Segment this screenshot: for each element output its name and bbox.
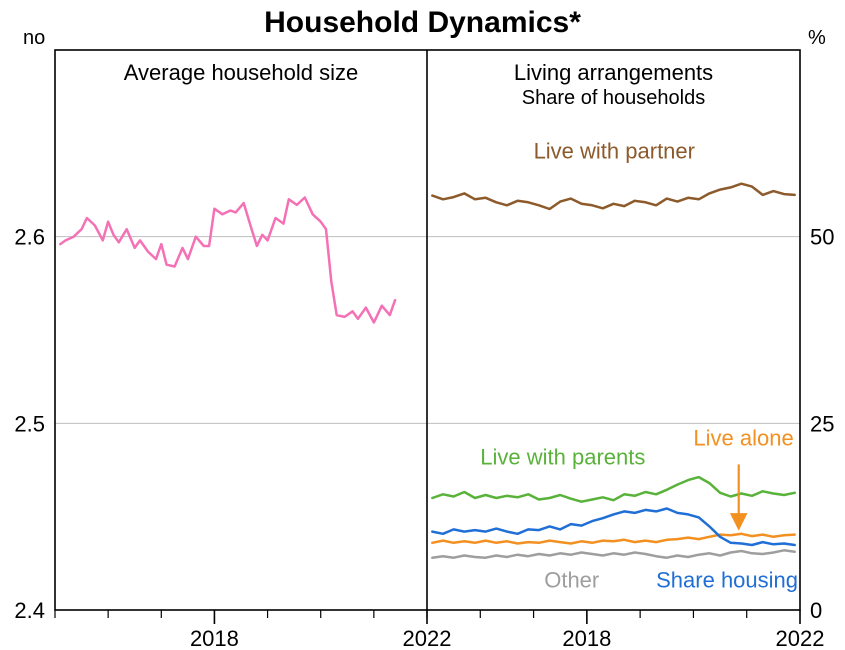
label-other: Other — [544, 568, 599, 593]
household-dynamics-chart: Household Dynamics* no% Average household … — [0, 0, 845, 650]
label-share-housing: Share housing — [656, 568, 798, 593]
series-household-size — [60, 198, 395, 323]
series-live-with-partner — [432, 184, 794, 209]
chart-title: Household Dynamics* — [264, 6, 581, 39]
label-live-with-parents: Live with parents — [480, 444, 645, 469]
right-ytick-label: 0 — [810, 598, 822, 623]
label-live-alone: Live alone — [693, 426, 793, 451]
left-ytick-label: 2.4 — [14, 598, 45, 623]
chart-container: Household Dynamics* no% Average household … — [0, 0, 845, 650]
label-live-with-partner: Live with partner — [534, 138, 695, 163]
plot-frame — [55, 50, 800, 610]
series-live-with-parents — [432, 477, 794, 502]
left-y-unit: no — [23, 27, 45, 49]
left-xtick-label: 2022 — [403, 626, 452, 650]
series-live-alone — [432, 534, 794, 544]
left-ytick-label: 2.6 — [14, 225, 45, 250]
left-xtick-label: 2018 — [190, 626, 239, 650]
right-ytick-label: 25 — [810, 411, 834, 436]
right-subtitle: Living arrangements — [514, 60, 713, 85]
left-subtitle: Average household size — [124, 60, 358, 85]
series-share-housing — [432, 509, 794, 546]
left-ytick-label: 2.5 — [14, 411, 45, 436]
series-other — [432, 550, 794, 557]
right-xtick-label: 2018 — [562, 626, 611, 650]
right-subtitle-2: Share of households — [522, 87, 705, 109]
right-y-unit: % — [808, 27, 826, 49]
right-xtick-label: 2022 — [776, 626, 825, 650]
right-ytick-label: 50 — [810, 225, 834, 250]
